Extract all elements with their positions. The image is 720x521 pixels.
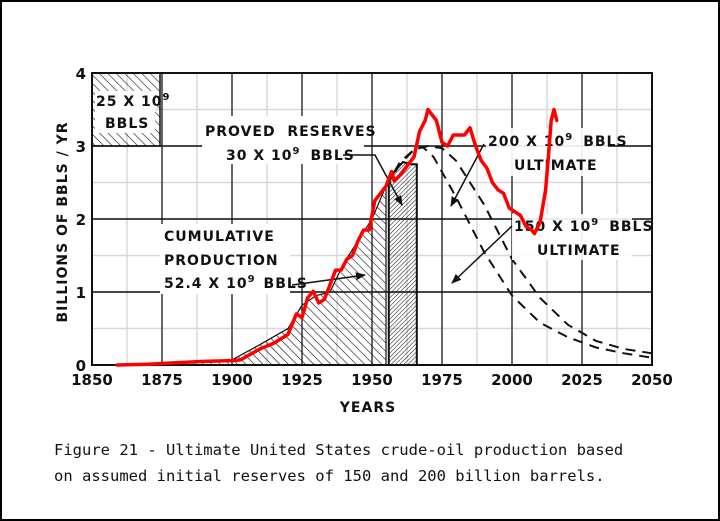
ult150-line2: ULTIMATE xyxy=(537,243,621,259)
cumulative-line2: PRODUCTION xyxy=(164,253,279,269)
actual-production-overlay xyxy=(115,107,559,367)
proved-label-bg xyxy=(202,116,364,164)
x-tick-label: 1950 xyxy=(351,371,393,389)
y-axis-ticks: 0 1 2 3 4 xyxy=(76,65,86,375)
proved-line2: 30 X 109 BBLS xyxy=(226,146,355,164)
x-axis-ticks: 1850 1875 1900 1925 1950 1975 2000 2025 2050 xyxy=(71,371,673,389)
x-tick-label: 1875 xyxy=(141,371,183,389)
caption-line2: on assumed initial reserves of 150 and 2… xyxy=(54,467,605,485)
x-tick-label: 1975 xyxy=(421,371,463,389)
x-tick-label: 1925 xyxy=(281,371,323,389)
y-tick-label: 3 xyxy=(76,138,86,156)
proved-line1: PROVED RESERVES xyxy=(205,124,377,140)
x-tick-label: 2025 xyxy=(561,371,603,389)
ult200-line1: 200 X 109 BBLS xyxy=(488,132,628,150)
proved-reserves-area xyxy=(387,160,418,366)
proved-arrow xyxy=(343,154,403,206)
cumulative-arrow xyxy=(291,272,366,286)
box-25-line1: 25 X 109 xyxy=(96,92,170,110)
ult150-label-bg xyxy=(512,214,632,260)
y-tick-label: 0 xyxy=(76,357,86,375)
y-tick-label: 4 xyxy=(76,65,86,83)
ult200-line2: ULTIMATE xyxy=(514,158,598,174)
cumulative-line3: 52.4 X 109 BBLS xyxy=(164,274,308,292)
x-tick-label: 2050 xyxy=(631,371,673,389)
box-25-line2: BBLS xyxy=(105,116,149,132)
caption-line1: Figure 21 - Ultimate United States crude… xyxy=(54,441,623,459)
x-axis-label: YEARS xyxy=(339,400,396,416)
plot-border xyxy=(91,72,653,366)
actual-production-line xyxy=(115,107,559,367)
box-25-label-bg xyxy=(95,91,155,133)
ult150-arrow xyxy=(451,225,513,284)
x-tick-label: 2000 xyxy=(491,371,533,389)
x-tick-label: 1900 xyxy=(211,371,253,389)
y-tick-label: 1 xyxy=(76,284,86,302)
y-tick-label: 2 xyxy=(76,211,86,229)
cumulative-line1: CUMULATIVE xyxy=(164,229,275,245)
ultimate-projection-line xyxy=(385,144,653,355)
x-tick-label: 1850 xyxy=(71,371,113,389)
y-axis-label: BILLIONS OF BBLS / YR xyxy=(55,122,71,323)
cumulative-label-bg xyxy=(160,224,290,294)
